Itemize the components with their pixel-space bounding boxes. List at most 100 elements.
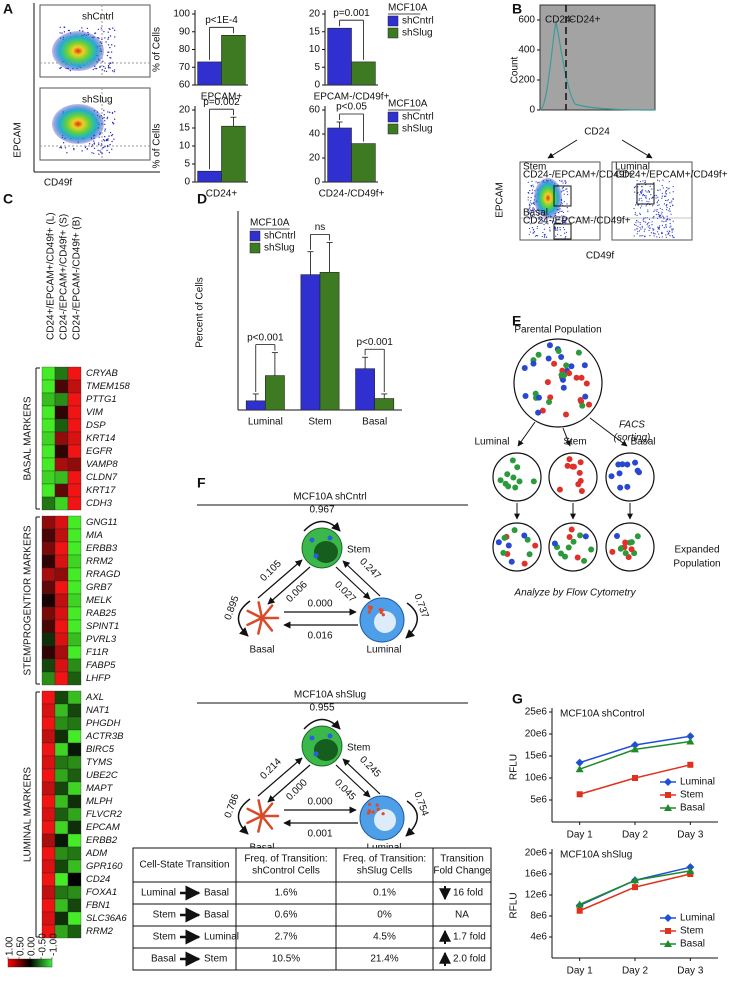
gene-label: UBE2C xyxy=(86,770,118,781)
y-tick-label: 600 xyxy=(518,15,535,26)
legend-title: MCF10A xyxy=(388,99,428,110)
transition-arrow xyxy=(267,566,311,605)
granule xyxy=(371,810,375,814)
heatmap-cell xyxy=(54,807,69,822)
self-arc xyxy=(237,798,251,835)
cell-dot xyxy=(608,473,615,480)
gate-label: CD24+ xyxy=(569,15,601,26)
event-dot xyxy=(564,219,567,221)
event-dot xyxy=(114,36,116,38)
heatmap-cell xyxy=(54,470,69,485)
gene-label: F11R xyxy=(86,647,109,658)
cell-dot xyxy=(505,483,512,490)
event-dot xyxy=(561,188,563,190)
event-dot xyxy=(657,213,659,215)
granule xyxy=(327,733,333,739)
event-dot xyxy=(661,208,663,211)
event-dot xyxy=(93,152,95,155)
event-dot xyxy=(648,218,651,220)
event-dot xyxy=(668,230,670,232)
granule xyxy=(375,803,379,807)
heatmap-cell xyxy=(67,444,82,459)
chart-title: MCF10A shSlug xyxy=(560,850,632,861)
event-dot xyxy=(669,205,671,207)
event-dot xyxy=(650,194,652,196)
legend-title: MCF10A xyxy=(388,3,428,14)
bar xyxy=(374,398,395,411)
event-dot xyxy=(73,148,75,151)
heatmap-cell xyxy=(54,496,69,511)
event-dot xyxy=(98,136,100,138)
heatmap-cell xyxy=(67,898,82,913)
event-dot xyxy=(108,63,111,65)
plot-label: shCntrl xyxy=(82,12,114,23)
cell-dot xyxy=(505,542,512,549)
heatmap-cell xyxy=(41,483,56,498)
gene-label: TMEM158 xyxy=(86,381,131,392)
event-dot xyxy=(657,228,659,230)
y-tick-label: 60 xyxy=(179,80,191,91)
heatmap-cell xyxy=(41,431,56,446)
event-dot xyxy=(534,235,537,237)
cell-dot xyxy=(577,459,584,466)
event-dot xyxy=(68,29,71,32)
event-dot xyxy=(647,209,649,211)
event-dot xyxy=(662,187,664,189)
event-dot xyxy=(661,220,663,222)
event-dot xyxy=(106,138,109,141)
gene-label: ACTR3B xyxy=(85,731,124,742)
node-label: Stem xyxy=(347,545,370,556)
x-tick-label: Day 2 xyxy=(622,966,649,976)
event-dot xyxy=(529,202,531,204)
cell-dot xyxy=(634,533,641,540)
panel-label: A xyxy=(3,1,13,17)
event-dot xyxy=(649,227,651,229)
cell-dot xyxy=(577,532,584,539)
event-dot xyxy=(99,66,101,68)
legend-label: shSlug xyxy=(402,124,433,135)
event-dot xyxy=(656,210,658,212)
heatmap-cell xyxy=(54,632,69,647)
event-dot xyxy=(642,193,644,195)
cell-dot xyxy=(588,546,595,553)
event-dot xyxy=(665,220,667,222)
cell-dot xyxy=(579,402,586,409)
event-dot xyxy=(644,180,646,182)
heatmap-cell xyxy=(41,418,56,433)
event-dot xyxy=(669,192,671,194)
event-dot xyxy=(666,187,668,189)
event-dot xyxy=(541,219,544,222)
cell-dot xyxy=(560,384,567,391)
event-dot xyxy=(103,135,106,138)
bar xyxy=(327,127,352,183)
event-dot xyxy=(657,204,659,207)
event-dot xyxy=(543,223,545,226)
event-dot xyxy=(545,236,547,238)
heatmap-cell xyxy=(41,658,56,673)
event-dot xyxy=(86,27,89,30)
event-dot xyxy=(657,189,659,191)
y-tick-label: 60 xyxy=(309,105,321,116)
event-dot xyxy=(527,196,529,198)
x-tick-label: Stem xyxy=(308,417,331,428)
event-dot xyxy=(634,185,636,187)
gene-label: CD24 xyxy=(86,874,110,885)
basal-cell xyxy=(257,616,264,635)
event-dot xyxy=(533,228,535,231)
event-dot xyxy=(663,221,665,223)
event-dot xyxy=(84,146,87,149)
cell-dot xyxy=(622,550,629,557)
y-tick-label: 4e6 xyxy=(530,932,547,943)
event-dot xyxy=(73,147,75,150)
gene-label: SPINT1 xyxy=(86,621,119,632)
table-cell: Stem xyxy=(153,932,176,943)
event-dot xyxy=(109,111,111,114)
cell-dot xyxy=(539,407,546,414)
event-dot xyxy=(565,188,567,190)
event-dot xyxy=(665,193,668,195)
event-dot xyxy=(531,210,533,212)
heatmap-cell xyxy=(54,619,69,634)
event-dot xyxy=(561,180,563,182)
heatmap-cell xyxy=(41,768,56,783)
